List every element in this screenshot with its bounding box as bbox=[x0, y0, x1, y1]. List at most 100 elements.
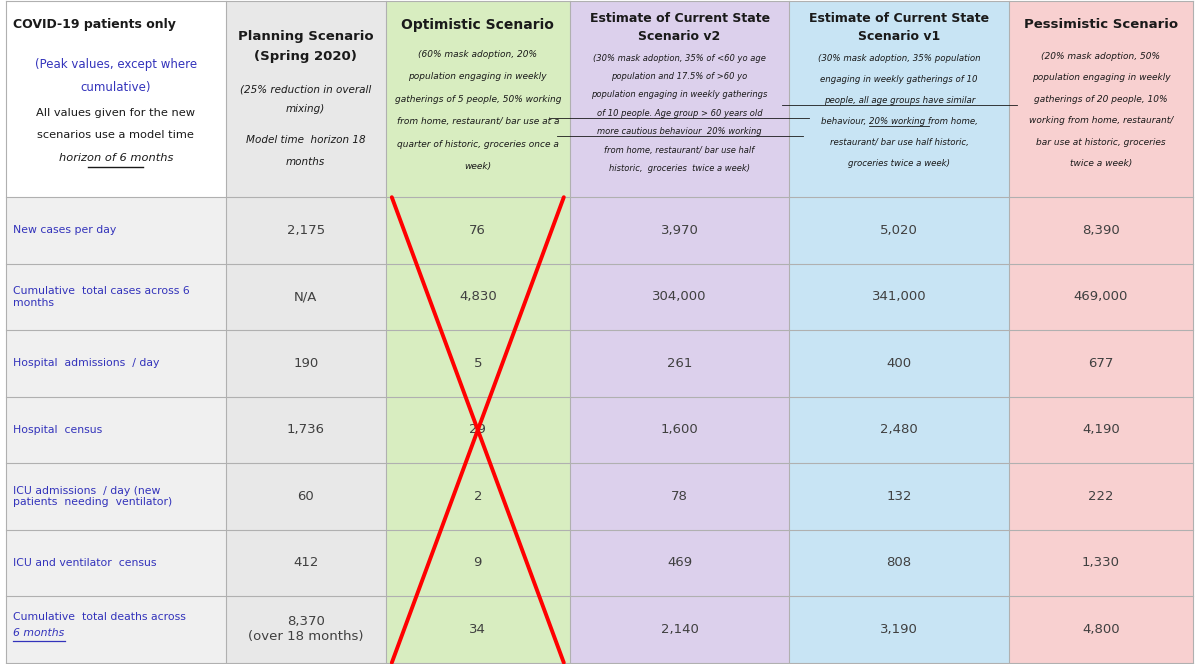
Text: 261: 261 bbox=[667, 357, 692, 370]
Bar bbox=[386, 330, 570, 396]
Text: 60: 60 bbox=[298, 490, 314, 503]
Bar bbox=[570, 264, 790, 330]
Bar bbox=[570, 530, 790, 596]
Text: 8,390: 8,390 bbox=[1082, 224, 1120, 237]
Text: 400: 400 bbox=[887, 357, 912, 370]
Text: 412: 412 bbox=[293, 556, 318, 570]
Text: gatherings of 20 people, 10%: gatherings of 20 people, 10% bbox=[1034, 95, 1168, 104]
Bar bbox=[226, 396, 386, 463]
Bar bbox=[386, 530, 570, 596]
Text: (30% mask adoption, 35% population: (30% mask adoption, 35% population bbox=[818, 54, 980, 62]
Bar bbox=[570, 197, 790, 264]
Text: 76: 76 bbox=[469, 224, 486, 237]
Text: 34: 34 bbox=[469, 623, 486, 636]
Text: ICU admissions  / day (new
patients  needing  ventilator): ICU admissions / day (new patients needi… bbox=[13, 485, 173, 507]
Text: 132: 132 bbox=[887, 490, 912, 503]
Text: 304,000: 304,000 bbox=[653, 290, 707, 303]
Text: 341,000: 341,000 bbox=[872, 290, 926, 303]
Text: Planning Scenario: Planning Scenario bbox=[238, 30, 373, 43]
Text: twice a week): twice a week) bbox=[1070, 159, 1132, 169]
Bar bbox=[6, 197, 226, 264]
Bar bbox=[6, 396, 226, 463]
Bar bbox=[790, 264, 1009, 330]
Text: (20% mask adoption, 50%: (20% mask adoption, 50% bbox=[1042, 52, 1160, 60]
Bar bbox=[1009, 197, 1193, 264]
Bar bbox=[1009, 330, 1193, 396]
Text: months: months bbox=[286, 157, 325, 167]
Text: population and 17.5% of >60 yo: population and 17.5% of >60 yo bbox=[612, 72, 748, 81]
Text: All values given for the new: All values given for the new bbox=[36, 108, 196, 118]
Bar bbox=[226, 596, 386, 663]
Bar bbox=[1009, 530, 1193, 596]
Text: restaurant/ bar use half historic,: restaurant/ bar use half historic, bbox=[829, 138, 968, 147]
Text: quarter of historic, groceries once a: quarter of historic, groceries once a bbox=[397, 140, 559, 149]
Text: 78: 78 bbox=[671, 490, 688, 503]
Text: from home, restaurant/ bar use half: from home, restaurant/ bar use half bbox=[605, 145, 755, 155]
Bar bbox=[226, 330, 386, 396]
Text: working from home, restaurant/: working from home, restaurant/ bbox=[1028, 116, 1174, 125]
Text: 5: 5 bbox=[474, 357, 482, 370]
Text: 4,830: 4,830 bbox=[458, 290, 497, 303]
Text: cumulative): cumulative) bbox=[80, 81, 151, 94]
Text: 5,020: 5,020 bbox=[881, 224, 918, 237]
Text: Cumulative  total deaths across: Cumulative total deaths across bbox=[13, 612, 186, 622]
Bar bbox=[1009, 596, 1193, 663]
Bar bbox=[386, 463, 570, 530]
Text: population engaging in weekly: population engaging in weekly bbox=[408, 72, 547, 81]
Bar bbox=[226, 530, 386, 596]
Text: (30% mask adoption, 35% of <60 yo age: (30% mask adoption, 35% of <60 yo age bbox=[593, 54, 766, 62]
Bar bbox=[6, 1, 226, 197]
Text: Estimate of Current State: Estimate of Current State bbox=[589, 13, 769, 25]
Bar bbox=[386, 1, 570, 197]
Text: 190: 190 bbox=[293, 357, 318, 370]
Text: 2,480: 2,480 bbox=[881, 424, 918, 436]
Text: 4,190: 4,190 bbox=[1082, 424, 1120, 436]
Text: bar use at historic, groceries: bar use at historic, groceries bbox=[1036, 138, 1165, 147]
Text: groceries twice a week): groceries twice a week) bbox=[848, 159, 950, 169]
Bar bbox=[386, 396, 570, 463]
Text: 469: 469 bbox=[667, 556, 692, 570]
Text: 222: 222 bbox=[1088, 490, 1114, 503]
Text: 469,000: 469,000 bbox=[1074, 290, 1128, 303]
Text: Scenario v1: Scenario v1 bbox=[858, 30, 941, 43]
Bar bbox=[790, 396, 1009, 463]
Text: N/A: N/A bbox=[294, 290, 317, 303]
Text: Hospital  admissions  / day: Hospital admissions / day bbox=[13, 359, 160, 369]
Text: 2: 2 bbox=[474, 490, 482, 503]
Text: more cautious behaviour  20% working: more cautious behaviour 20% working bbox=[598, 127, 762, 136]
Text: historic,  groceries  twice a week): historic, groceries twice a week) bbox=[610, 164, 750, 173]
Bar bbox=[790, 596, 1009, 663]
Text: 3,190: 3,190 bbox=[881, 623, 918, 636]
Text: gatherings of 5 people, 50% working: gatherings of 5 people, 50% working bbox=[395, 95, 562, 104]
Text: New cases per day: New cases per day bbox=[13, 226, 116, 236]
Text: 6 months: 6 months bbox=[13, 627, 65, 637]
Bar bbox=[570, 463, 790, 530]
Bar bbox=[386, 264, 570, 330]
Text: 4,800: 4,800 bbox=[1082, 623, 1120, 636]
Text: 808: 808 bbox=[887, 556, 912, 570]
Bar bbox=[6, 330, 226, 396]
Text: population engaging in weekly gatherings: population engaging in weekly gatherings bbox=[592, 90, 768, 100]
Text: 3,970: 3,970 bbox=[661, 224, 698, 237]
Text: ICU and ventilator  census: ICU and ventilator census bbox=[13, 558, 157, 568]
Text: Estimate of Current State: Estimate of Current State bbox=[809, 13, 989, 25]
Bar bbox=[1009, 1, 1193, 197]
Text: (25% reduction in overall: (25% reduction in overall bbox=[240, 84, 371, 94]
Text: of 10 people. Age group > 60 years old: of 10 people. Age group > 60 years old bbox=[596, 109, 762, 118]
Text: from home, restaurant/ bar use at a: from home, restaurant/ bar use at a bbox=[396, 118, 559, 126]
Bar bbox=[226, 1, 386, 197]
Text: 9: 9 bbox=[474, 556, 482, 570]
Text: 1,736: 1,736 bbox=[287, 424, 325, 436]
Text: population engaging in weekly: population engaging in weekly bbox=[1032, 73, 1170, 82]
Text: scenarios use a model time: scenarios use a model time bbox=[37, 129, 194, 139]
Bar bbox=[226, 463, 386, 530]
Bar bbox=[790, 463, 1009, 530]
Bar bbox=[6, 463, 226, 530]
Text: mixing): mixing) bbox=[286, 104, 325, 114]
Bar bbox=[570, 596, 790, 663]
Text: 1,330: 1,330 bbox=[1082, 556, 1120, 570]
Bar bbox=[790, 530, 1009, 596]
Bar bbox=[790, 1, 1009, 197]
Text: 2,175: 2,175 bbox=[287, 224, 325, 237]
Text: 677: 677 bbox=[1088, 357, 1114, 370]
